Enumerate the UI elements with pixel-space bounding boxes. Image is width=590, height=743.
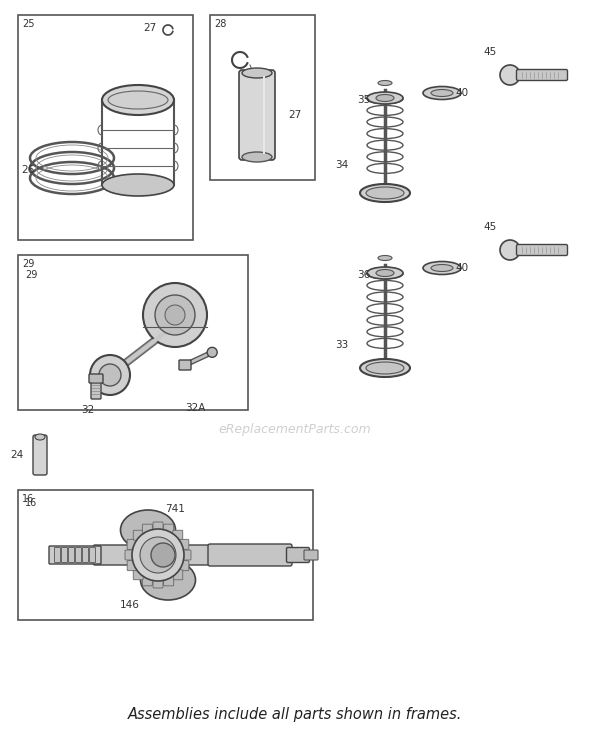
Ellipse shape	[431, 89, 453, 97]
Ellipse shape	[423, 86, 461, 100]
Text: 16: 16	[25, 498, 37, 508]
Text: 34: 34	[335, 160, 348, 170]
Ellipse shape	[242, 68, 272, 78]
Ellipse shape	[140, 560, 195, 600]
Text: 32A: 32A	[185, 403, 205, 413]
FancyBboxPatch shape	[153, 522, 163, 532]
FancyBboxPatch shape	[163, 576, 173, 586]
FancyBboxPatch shape	[304, 550, 318, 560]
Text: 36: 36	[357, 270, 370, 280]
Circle shape	[500, 240, 520, 260]
FancyBboxPatch shape	[181, 550, 191, 560]
Ellipse shape	[367, 267, 403, 279]
Text: 45: 45	[483, 47, 497, 57]
FancyBboxPatch shape	[142, 576, 152, 586]
Bar	[210, 15, 315, 180]
Text: 29: 29	[25, 270, 37, 280]
Circle shape	[500, 65, 520, 85]
FancyBboxPatch shape	[133, 570, 143, 580]
Bar	[18, 255, 248, 410]
FancyBboxPatch shape	[49, 546, 101, 564]
Ellipse shape	[366, 362, 404, 374]
FancyBboxPatch shape	[125, 550, 135, 560]
Text: 24: 24	[11, 450, 24, 460]
FancyBboxPatch shape	[173, 570, 183, 580]
Ellipse shape	[376, 94, 394, 102]
Text: 26: 26	[21, 165, 35, 175]
FancyBboxPatch shape	[91, 379, 101, 399]
Ellipse shape	[423, 262, 461, 274]
Text: 40: 40	[455, 88, 468, 98]
Circle shape	[155, 295, 195, 335]
Text: 146: 146	[120, 600, 140, 610]
FancyBboxPatch shape	[163, 524, 173, 534]
Circle shape	[165, 305, 185, 325]
FancyBboxPatch shape	[179, 561, 189, 571]
FancyBboxPatch shape	[133, 531, 143, 540]
FancyBboxPatch shape	[90, 548, 96, 562]
Text: 25: 25	[22, 19, 34, 29]
FancyBboxPatch shape	[208, 544, 292, 566]
Ellipse shape	[366, 187, 404, 199]
Bar	[18, 15, 193, 240]
FancyBboxPatch shape	[239, 70, 275, 160]
FancyBboxPatch shape	[287, 548, 310, 562]
Text: 32: 32	[81, 405, 94, 415]
FancyBboxPatch shape	[127, 561, 137, 571]
Text: 33: 33	[335, 340, 348, 350]
FancyBboxPatch shape	[33, 435, 47, 475]
Circle shape	[140, 537, 176, 573]
FancyBboxPatch shape	[54, 548, 61, 562]
FancyBboxPatch shape	[61, 548, 67, 562]
FancyBboxPatch shape	[516, 244, 568, 256]
FancyBboxPatch shape	[173, 531, 183, 540]
FancyBboxPatch shape	[179, 539, 189, 549]
Ellipse shape	[120, 510, 175, 550]
Text: 35: 35	[357, 95, 370, 105]
FancyBboxPatch shape	[93, 545, 262, 565]
Ellipse shape	[242, 152, 272, 162]
FancyBboxPatch shape	[153, 578, 163, 588]
Circle shape	[151, 543, 175, 567]
Text: 29: 29	[22, 259, 34, 269]
Ellipse shape	[376, 270, 394, 276]
Ellipse shape	[378, 256, 392, 261]
Bar	[18, 490, 313, 620]
Ellipse shape	[35, 434, 45, 440]
Text: 27: 27	[143, 23, 156, 33]
Text: 16: 16	[22, 494, 34, 504]
Circle shape	[207, 347, 217, 357]
Text: eReplacementParts.com: eReplacementParts.com	[219, 424, 371, 436]
FancyBboxPatch shape	[89, 374, 103, 383]
Text: 741: 741	[165, 504, 185, 514]
Circle shape	[99, 364, 121, 386]
FancyBboxPatch shape	[68, 548, 74, 562]
Text: 40: 40	[455, 263, 468, 273]
Circle shape	[90, 355, 130, 395]
Ellipse shape	[102, 85, 174, 115]
Ellipse shape	[360, 359, 410, 377]
FancyBboxPatch shape	[83, 548, 88, 562]
Text: 28: 28	[214, 19, 227, 29]
Circle shape	[143, 283, 207, 347]
Ellipse shape	[108, 91, 168, 109]
Text: 45: 45	[483, 222, 497, 232]
Ellipse shape	[102, 174, 174, 196]
Text: 27: 27	[288, 110, 301, 120]
FancyBboxPatch shape	[516, 70, 568, 80]
FancyBboxPatch shape	[179, 360, 191, 370]
FancyBboxPatch shape	[76, 548, 81, 562]
Text: Assemblies include all parts shown in frames.: Assemblies include all parts shown in fr…	[128, 707, 462, 722]
FancyBboxPatch shape	[127, 539, 137, 549]
Ellipse shape	[378, 80, 392, 85]
Ellipse shape	[367, 92, 403, 104]
FancyBboxPatch shape	[142, 524, 152, 534]
Ellipse shape	[431, 265, 453, 271]
Ellipse shape	[360, 184, 410, 202]
Circle shape	[132, 529, 184, 581]
